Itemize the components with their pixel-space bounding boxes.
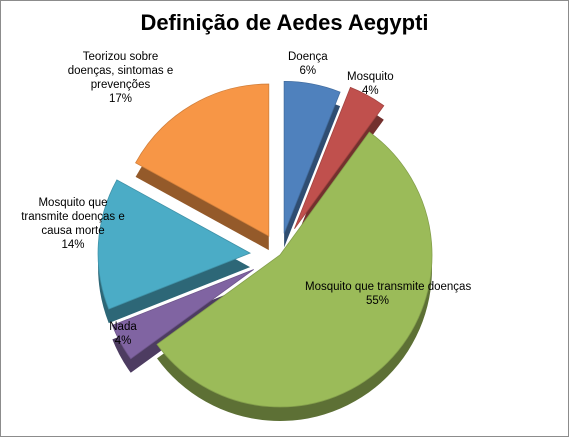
label-mosquito: Mosquito 4% (347, 71, 394, 97)
slice-5 (135, 83, 270, 237)
slice-3 (111, 269, 254, 360)
slice-4 (97, 179, 251, 310)
label-nada: Nada 4% (109, 321, 137, 347)
label-teorizou: Teorizou sobre doenças, sintomas e preve… (67, 51, 174, 105)
slice-0 (283, 80, 341, 234)
chart-title: Definição de Aedes Aegypti (140, 10, 429, 35)
label-mosquito-causa-morte: Mosquito que transmite doenças e causa m… (21, 197, 125, 251)
label-mosquito-que-transmite: Mosquito que transmite doenças 55% (305, 281, 472, 307)
slice-1 (294, 86, 385, 229)
label-doenca: Doença 6% (288, 51, 328, 77)
slice-2 (156, 131, 433, 408)
